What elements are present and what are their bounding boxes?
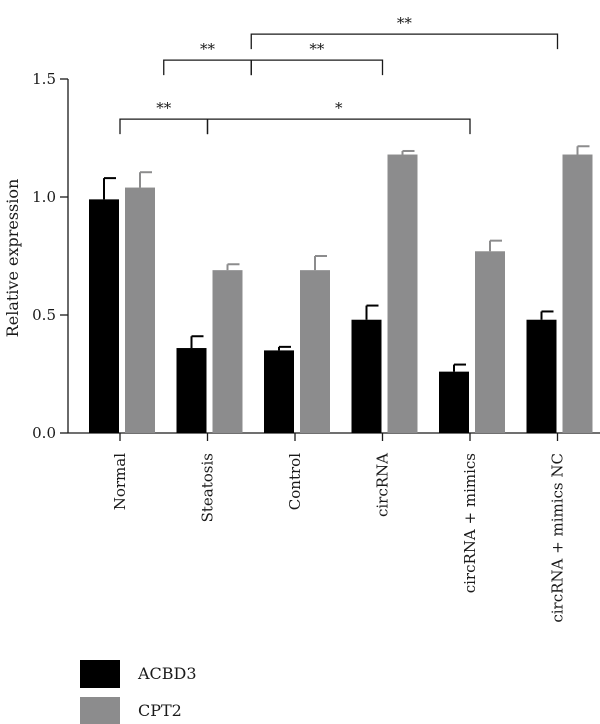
legend-swatch-cpt2 bbox=[80, 697, 120, 724]
significance-bracket bbox=[206, 118, 471, 135]
y-tick-label: 0.5 bbox=[32, 306, 56, 324]
significance-bracket bbox=[250, 59, 384, 76]
x-tick-label: Control bbox=[286, 453, 304, 510]
significance-label: ** bbox=[156, 99, 172, 117]
significance-bracket bbox=[250, 33, 559, 50]
significance-label: ** bbox=[200, 40, 216, 58]
x-tick-label: circRNA bbox=[374, 453, 392, 517]
legend-label-cpt2: CPT2 bbox=[138, 701, 182, 720]
significance-label: ** bbox=[397, 14, 413, 32]
x-tick-label: circRNA + mimics NC bbox=[549, 453, 567, 623]
bar-cpt2 bbox=[125, 187, 155, 433]
y-tick-label: 1.5 bbox=[32, 70, 56, 88]
x-tick-label: circRNA + mimics bbox=[461, 453, 479, 593]
bar-acbd3 bbox=[89, 199, 119, 433]
bar-cpt2 bbox=[562, 154, 593, 433]
legend: ACBD3 CPT2 bbox=[80, 660, 197, 724]
bar-acbd3 bbox=[176, 348, 207, 433]
bar-cpt2 bbox=[212, 270, 243, 433]
x-tick-label: Steatosis bbox=[199, 453, 217, 522]
bar-acbd3 bbox=[526, 319, 557, 433]
plot-area: 0.0 0.5 1.0 1.5 Normal Steatosis Control circRN… bbox=[32, 14, 600, 623]
bar-cpt2 bbox=[387, 154, 418, 433]
significance-label: * bbox=[335, 99, 343, 117]
y-tick-label: 0.0 bbox=[32, 424, 56, 442]
legend-label-acbd3: ACBD3 bbox=[137, 664, 197, 683]
bar-acbd3 bbox=[439, 371, 469, 433]
x-tick-label: Normal bbox=[111, 453, 129, 510]
y-tick-label: 1.0 bbox=[32, 188, 56, 206]
bar-acbd3 bbox=[351, 319, 382, 433]
bar-cpt2 bbox=[300, 270, 330, 433]
significance-bracket bbox=[163, 59, 252, 76]
significance-bracket bbox=[119, 118, 209, 135]
legend-swatch-acbd3 bbox=[80, 660, 120, 688]
y-axis-label: Relative expression bbox=[3, 179, 22, 338]
bar-acbd3 bbox=[264, 350, 294, 433]
significance-label: ** bbox=[309, 40, 325, 58]
bar-cpt2 bbox=[475, 251, 505, 433]
